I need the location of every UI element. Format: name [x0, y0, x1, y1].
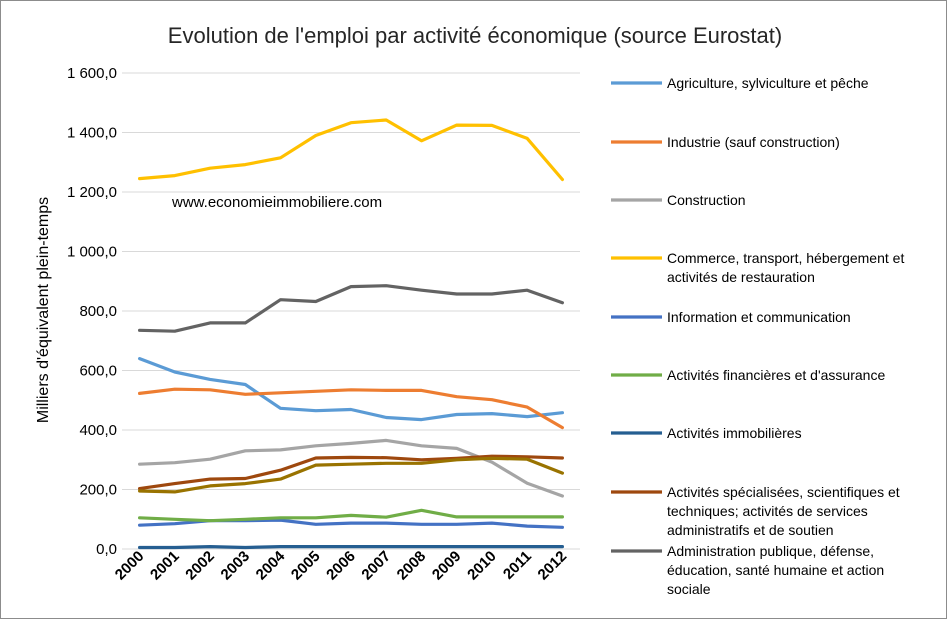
- series-line-7: [138, 454, 565, 491]
- x-tick-label: 2010: [464, 548, 500, 584]
- series-line-5: [138, 508, 565, 523]
- x-tick-label: 2000: [112, 548, 148, 584]
- x-tick-label: 2002: [182, 548, 218, 584]
- series-line-2: [138, 438, 565, 498]
- series-line-8: [138, 284, 565, 333]
- series-line-9: [138, 456, 565, 494]
- watermark-text: www.economieimmobiliere.com: [171, 194, 382, 211]
- legend-label: Activités spécialisées, scientifiques et…: [667, 484, 900, 538]
- legend-label: Activités immobilières: [667, 425, 802, 441]
- x-tick-label: 2004: [253, 547, 289, 583]
- legend-label: Information et communication: [667, 309, 851, 325]
- x-tick-label: 2012: [535, 548, 571, 584]
- x-tick-label: 2006: [323, 548, 359, 584]
- chart-title: Evolution de l'emploi par activité écono…: [168, 23, 782, 48]
- series-line-3: [138, 118, 565, 182]
- y-tick-label: 800,0: [79, 303, 117, 320]
- legend-label: Administration publique, défense, éducati…: [667, 543, 884, 597]
- x-tick-label: 2011: [500, 548, 535, 583]
- y-tick-label: 1 600,0: [67, 65, 117, 82]
- x-tick-label: 2001: [147, 548, 183, 584]
- legend-label: Commerce, transport, hébergement et activ…: [667, 250, 904, 285]
- y-axis-title: Milliers d'équivalent plein-temps: [35, 197, 52, 423]
- legend-label: Industrie (sauf construction): [667, 134, 840, 150]
- legend-label: Construction: [667, 192, 746, 208]
- series-line-6: [138, 544, 565, 550]
- y-tick-label: 1 400,0: [67, 125, 117, 142]
- y-tick-label: 1 000,0: [67, 244, 117, 261]
- series-line-0: [138, 357, 565, 422]
- y-tick-label: 400,0: [79, 422, 117, 439]
- x-tick-label: 2005: [288, 548, 324, 584]
- series-line-1: [138, 387, 565, 430]
- y-tick-label: 200,0: [79, 482, 117, 499]
- x-tick-label: 2008: [394, 548, 430, 584]
- y-tick-label: 1 200,0: [67, 184, 117, 201]
- x-tick-label: 2003: [218, 548, 254, 584]
- y-tick-label: 0,0: [96, 541, 117, 558]
- x-tick-label: 2007: [358, 548, 394, 584]
- y-tick-label: 600,0: [79, 363, 117, 380]
- x-tick-label: 2009: [429, 548, 465, 584]
- legend-label: Agriculture, sylviculture et pêche: [667, 75, 869, 91]
- legend-label: Activités financières et d'assurance: [667, 367, 885, 383]
